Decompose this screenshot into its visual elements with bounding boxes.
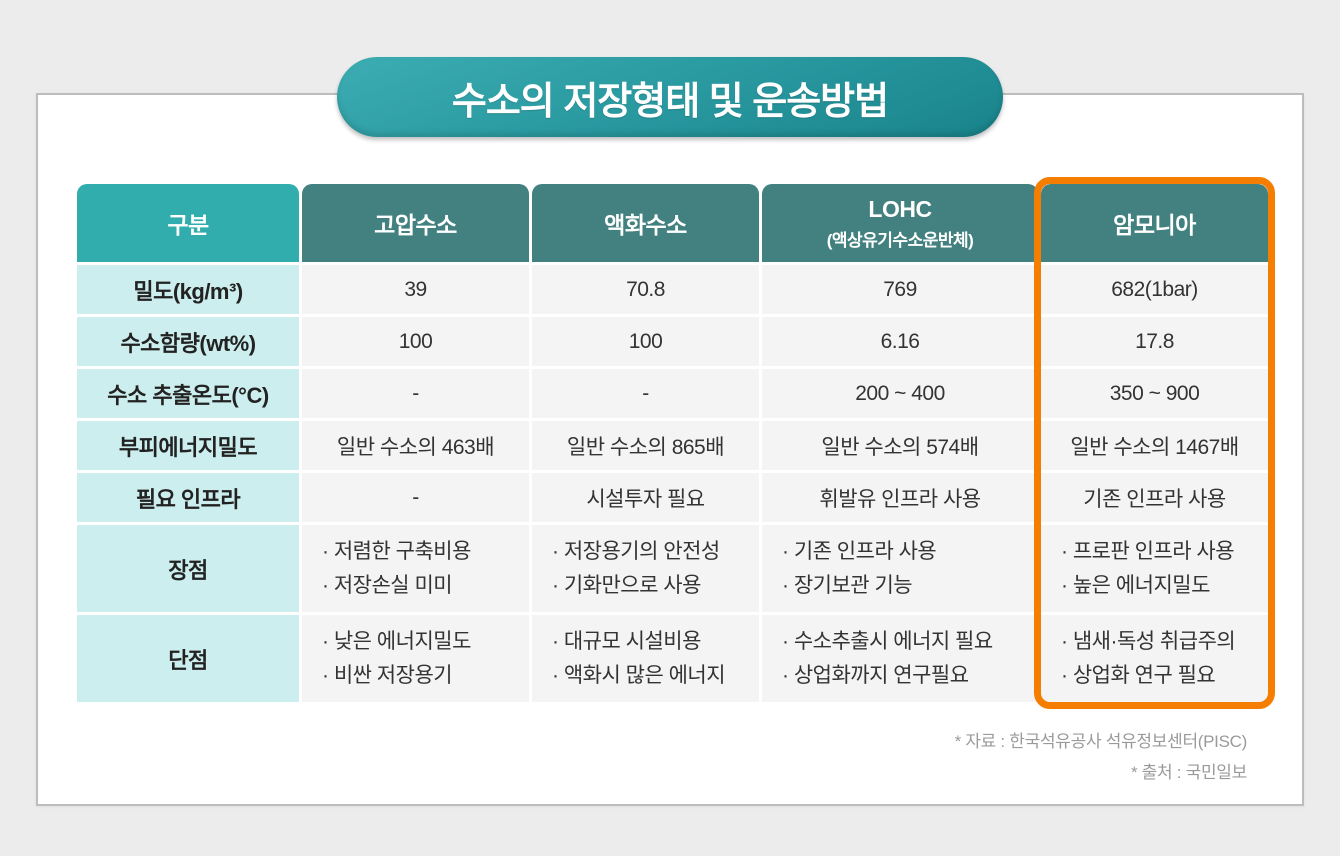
bullet-line: · 프로판 인프라 사용 [1061,539,1235,563]
col-header-label: 암모니아 [1113,212,1196,238]
table-cell: · 저장용기의 안전성 · 기화만으로 사용 [532,525,759,612]
bullet-line: · 상업화까지 연구필요 [782,663,969,687]
bullet-line: · 저장손실 미미 [322,573,453,597]
source-note-data: * 자료 : 한국석유공사 석유정보센터(PISC) [954,732,1248,751]
bullet-line: · 장기보관 기능 [782,573,913,597]
table-cell: · 기존 인프라 사용 · 장기보관 기능 [762,525,1038,612]
table-cell: 682(1bar) [1041,265,1268,314]
bullet-line: · 대규모 시설비용 [552,629,701,653]
table-cell: 시설투자 필요 [532,473,759,522]
table-cell: · 대규모 시설비용 · 액화시 많은 에너지 [532,615,759,702]
row-label-required-infra: 필요 인프라 [77,473,299,522]
table-cell: 350 ~ 900 [1041,369,1268,418]
table-cell: 100 [532,317,759,366]
bullet-line: · 상업화 연구 필요 [1061,663,1216,687]
source-note-publisher: * 출처 : 국민일보 [1130,762,1247,782]
col-header-label: LOHC [868,195,932,222]
table-cell: · 프로판 인프라 사용 · 높은 에너지밀도 [1041,525,1268,612]
bullet-line: · 기화만으로 사용 [552,573,701,597]
bullet-line: · 비싼 저장용기 [322,663,453,687]
bullet-line: · 냄새·독성 취급주의 [1061,629,1236,653]
bullet-line: · 기존 인프라 사용 [782,539,937,563]
row-label-volume-energy-density: 부피에너지밀도 [77,421,299,470]
table-cell: 일반 수소의 463배 [302,421,529,470]
table-cell: - [302,369,529,418]
col-header-high-pressure-hydrogen: 고압수소 [302,184,529,262]
table-cell: · 수소추출시 에너지 필요 · 상업화까지 연구필요 [762,615,1038,702]
storage-comparison-table: 구분 고압수소 액화수소 LOHC (액상유기수소운반체) 암모니아 밀도(kg… [77,177,1275,709]
bullet-line: · 낮은 에너지밀도 [322,629,471,653]
col-header-sublabel: (액상유기수소운반체) [826,230,974,250]
bullet-line: · 액화시 많은 에너지 [552,663,726,687]
row-label-cons: 단점 [77,615,299,702]
table-cell: 200 ~ 400 [762,369,1038,418]
bullet-line: · 저렴한 구축비용 [322,539,471,563]
row-label-extraction-temp: 수소 추출온도(°C) [77,369,299,418]
table-grid: 구분 고압수소 액화수소 LOHC (액상유기수소운반체) 암모니아 밀도(kg… [77,184,1268,702]
table-cell: 일반 수소의 1467배 [1041,421,1268,470]
table-cell: 기존 인프라 사용 [1041,473,1268,522]
table-cell: 휘발유 인프라 사용 [762,473,1038,522]
table-cell: 일반 수소의 574배 [762,421,1038,470]
table-cell: 일반 수소의 865배 [532,421,759,470]
table-cell: - [302,473,529,522]
bullet-line: · 높은 에너지밀도 [1061,573,1210,597]
col-header-label: 고압수소 [374,212,457,238]
table-cell: 6.16 [762,317,1038,366]
col-header-liquefied-hydrogen: 액화수소 [532,184,759,262]
source-notes: * 자료 : 한국석유공사 석유정보센터(PISC) * 출처 : 국민일보 [77,727,1248,788]
table-cell: 17.8 [1041,317,1268,366]
bullet-line: · 저장용기의 안전성 [552,539,720,563]
col-header-category: 구분 [77,184,299,262]
table-cell: · 냄새·독성 취급주의 · 상업화 연구 필요 [1041,615,1268,702]
col-header-lohc: LOHC (액상유기수소운반체) [762,184,1038,262]
page-title: 수소의 저장형태 및 운송방법 [451,80,889,123]
row-label-density: 밀도(kg/m³) [77,265,299,314]
table-cell: 70.8 [532,265,759,314]
table-cell: 39 [302,265,529,314]
bullet-line: · 수소추출시 에너지 필요 [782,629,993,653]
col-header-ammonia: 암모니아 [1041,184,1268,262]
row-label-pros: 장점 [77,525,299,612]
table-cell: 769 [762,265,1038,314]
col-header-label: 액화수소 [604,212,687,238]
table-cell: 100 [302,317,529,366]
col-header-label: 구분 [167,212,209,238]
row-label-hydrogen-content: 수소함량(wt%) [77,317,299,366]
table-cell: · 저렴한 구축비용 · 저장손실 미미 [302,525,529,612]
title-badge: 수소의 저장형태 및 운송방법 [337,57,1003,137]
table-cell: · 낮은 에너지밀도 · 비싼 저장용기 [302,615,529,702]
table-cell: - [532,369,759,418]
card-content-layer: 구분 고압수소 액화수소 LOHC (액상유기수소운반체) 암모니아 밀도(kg… [36,93,1304,806]
